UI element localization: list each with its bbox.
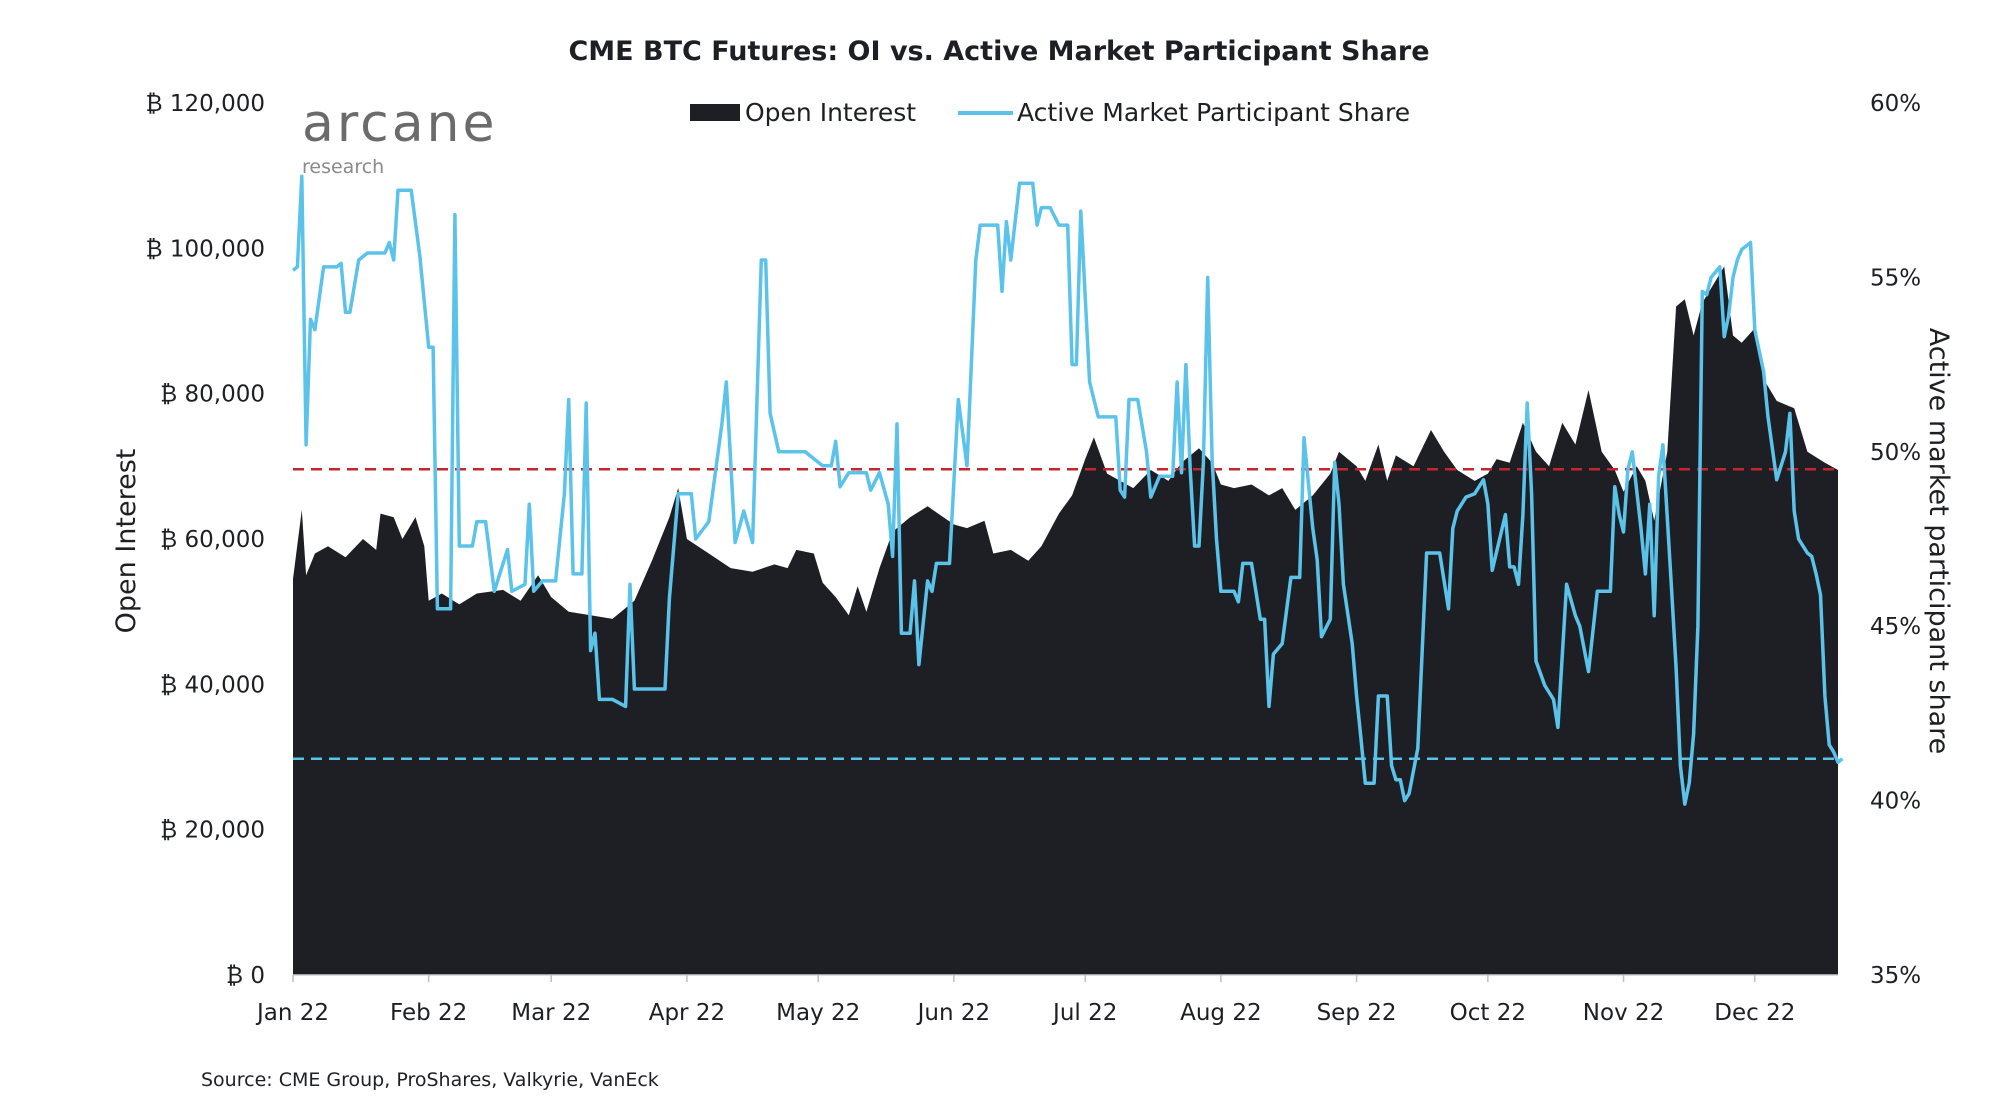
logo: arcane research xyxy=(302,94,498,178)
legend-label-participant-share: Active Market Participant Share xyxy=(1017,98,1410,127)
left-axis-ticks: ₿ 0 ₿ 20,000 ₿ 40,000 ₿ 60,000 ₿ 80,000 ₿ 100… xyxy=(146,91,265,989)
left-tick-label: ₿ 0 xyxy=(226,963,265,989)
x-tick-label: Nov 22 xyxy=(1583,1000,1664,1026)
source-note: Source: CME Group, ProShares, Valkyrie, … xyxy=(201,1069,659,1091)
left-tick-label: ₿ 20,000 xyxy=(160,818,265,844)
x-tick-label: Oct 22 xyxy=(1450,1000,1526,1026)
x-tick-label: Jul 22 xyxy=(1051,1000,1117,1026)
x-tick-label: Jan 22 xyxy=(255,1000,329,1026)
right-axis-ticks: 35% 40% 45% 50% 55% 60% xyxy=(1870,91,1921,989)
right-tick-label: 35% xyxy=(1870,963,1921,989)
logo-main-text: arcane xyxy=(302,94,498,154)
right-tick-label: 55% xyxy=(1870,265,1921,291)
right-tick-label: 45% xyxy=(1870,614,1921,640)
x-tick-label: Feb 22 xyxy=(390,1000,467,1026)
right-axis-title: Active market participant share xyxy=(1923,328,1954,755)
x-tick-label: Apr 22 xyxy=(649,1000,725,1026)
left-tick-label: ₿ 80,000 xyxy=(160,382,265,408)
left-tick-label: ₿ 60,000 xyxy=(160,527,265,553)
right-tick-label: 60% xyxy=(1870,91,1921,117)
left-tick-label: ₿ 100,000 xyxy=(146,236,265,262)
right-tick-label: 50% xyxy=(1870,440,1921,466)
x-tick-label: May 22 xyxy=(776,1000,860,1026)
x-tick-label: Aug 22 xyxy=(1180,1000,1262,1026)
participant-share-line xyxy=(291,174,1844,806)
right-tick-label: 40% xyxy=(1870,789,1921,815)
legend-label-open-interest: Open Interest xyxy=(745,98,916,127)
plot-area xyxy=(291,174,1844,975)
left-axis-title: Open Interest xyxy=(111,449,142,634)
x-tick-label: Dec 22 xyxy=(1714,1000,1795,1026)
left-tick-label: ₿ 40,000 xyxy=(160,672,265,698)
left-tick-label: ₿ 120,000 xyxy=(146,91,265,117)
x-tick-label: Jun 22 xyxy=(916,1000,991,1026)
chart-title: CME BTC Futures: OI vs. Active Market Pa… xyxy=(568,36,1429,67)
x-axis-ticks: Jan 22 Feb 22 Mar 22 Apr 22 May 22 Jun 22 Jul … xyxy=(255,975,1795,1026)
x-tick-label: Sep 22 xyxy=(1317,1000,1397,1026)
legend-swatch-open-interest xyxy=(690,104,740,121)
logo-sub-text: research xyxy=(302,156,384,178)
open-interest-area xyxy=(293,266,1838,975)
x-tick-label: Mar 22 xyxy=(511,1000,591,1026)
legend: Open Interest Active Market Participant … xyxy=(690,98,1410,127)
